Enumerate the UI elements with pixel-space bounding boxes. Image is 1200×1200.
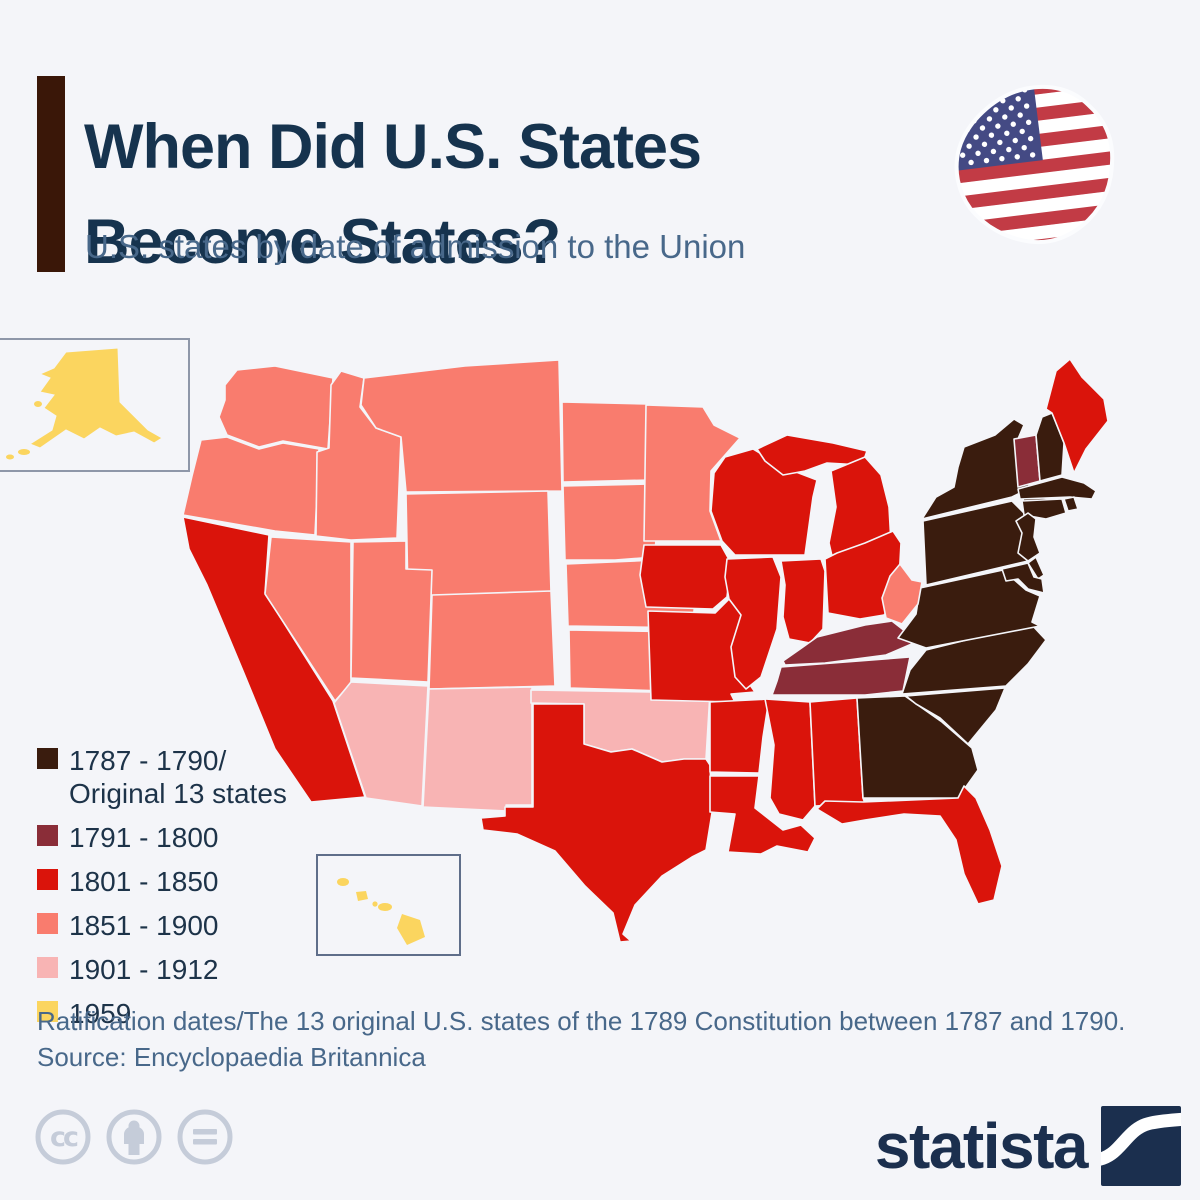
- legend-label-1791-1800: 1791 - 1800: [69, 822, 219, 854]
- svg-text:cc: cc: [50, 1122, 78, 1153]
- legend-swatch-1901-1912: [37, 957, 58, 979]
- legend-item-1851-1900: 1851 - 1900: [37, 909, 287, 942]
- us-choropleth-map: [165, 345, 1115, 985]
- legend-item-1801-1850: 1801 - 1850: [37, 865, 287, 898]
- legend-label-1959: 1959: [69, 998, 132, 1030]
- source-line: Source: Encyclopaedia Britannica: [37, 1042, 426, 1072]
- cc-icon: [35, 1109, 91, 1165]
- title-accent-bar: [37, 76, 65, 272]
- state-shapes: [182, 358, 1109, 943]
- legend-label-1851-1900: 1851 - 1900: [69, 910, 219, 942]
- statista-wordmark: statista: [874, 1110, 1089, 1182]
- legend-label-1901-1912: 1901 - 1912: [69, 954, 219, 986]
- legend-swatch-1801-1850: [37, 869, 58, 891]
- legend-item-1901-1912: 1901 - 1912: [37, 953, 287, 986]
- legend-label-1787-1790: 1787 - 1790/: [69, 745, 227, 776]
- state-hawaii-shape: [337, 878, 425, 945]
- legend-swatch-1791-1800: [37, 825, 58, 847]
- legend-swatch-1787-1790: [37, 748, 58, 769]
- alaska-inset-box: [0, 338, 190, 472]
- license-icons: cc: [35, 1108, 240, 1166]
- hawaii-inset-box: [316, 854, 461, 956]
- legend-label-original-13: Original 13 states: [69, 778, 287, 810]
- page-title: When Did U.S. States Become States?: [84, 112, 702, 277]
- no-derivatives-icon: [177, 1109, 233, 1165]
- legend-swatch-1851-1900: [37, 913, 58, 935]
- statista-logo-icon: [1101, 1106, 1181, 1186]
- map-legend: 1787 - 1790/ Original 13 states 1791 - 1…: [37, 744, 287, 1041]
- page-subtitle: U.S. states by date of admission to the …: [85, 228, 746, 265]
- us-flag-icon: [948, 82, 1124, 258]
- state-alaska-shape: [6, 347, 163, 460]
- statista-branding: statista: [875, 1106, 1181, 1186]
- attribution-icon: [106, 1109, 162, 1165]
- legend-item-1959: 1959: [37, 997, 287, 1030]
- legend-swatch-1959: [37, 1001, 58, 1023]
- legend-item-original-13: 1787 - 1790/ Original 13 states: [37, 744, 287, 810]
- legend-label-1801-1850: 1801 - 1850: [69, 866, 219, 898]
- footnote: Ratification dates/The 13 original U.S. …: [37, 1006, 1126, 1036]
- legend-item-1791-1800: 1791 - 1800: [37, 821, 287, 854]
